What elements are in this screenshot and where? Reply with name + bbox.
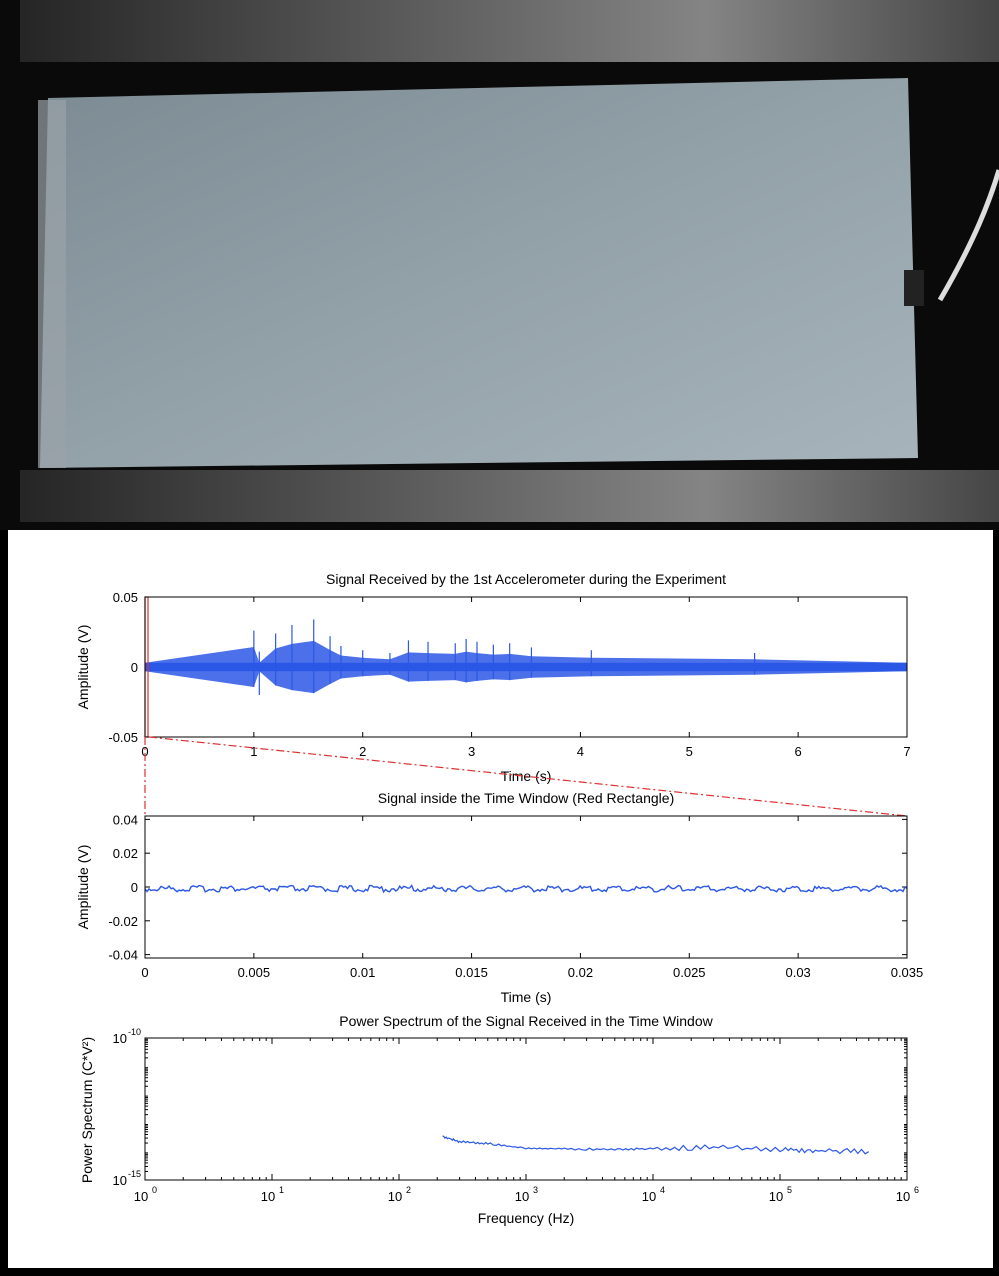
- chart1-xtick-label: 1: [250, 744, 257, 759]
- chart3-xtick-label: 10: [515, 1189, 529, 1204]
- chart1-xtick-label: 7: [903, 744, 910, 759]
- chart2-xlabel: Time (s): [501, 989, 552, 1005]
- chart-power-spectrum: Power Spectrum of the Signal Received in…: [79, 1013, 919, 1226]
- chart1-xtick-label: 4: [577, 744, 584, 759]
- chart3-xtick-exponent: 0: [152, 1185, 157, 1195]
- chart3-xtick-exponent: 5: [787, 1185, 792, 1195]
- sensor: [904, 270, 924, 306]
- chart2-frame: [144, 815, 908, 959]
- plate-photograph: [0, 0, 999, 530]
- top-rail: [20, 0, 999, 62]
- chart3-spectrum-line: [442, 1135, 870, 1155]
- chart3-xtick-label: 10: [642, 1189, 656, 1204]
- chart3-xtick-label: 10: [261, 1189, 275, 1204]
- chart1-ytick-label: -0.05: [108, 730, 138, 745]
- chart2-ytick-label: 0.04: [113, 812, 138, 827]
- chart2-title: Signal inside the Time Window (Red Recta…: [378, 790, 674, 806]
- chart2-ytick-label: 0: [131, 880, 138, 895]
- chart2-ytick-label: 0.02: [113, 846, 138, 861]
- chart3-xtick-exponent: 6: [914, 1185, 919, 1195]
- chart3-xtick-label: 10: [769, 1189, 783, 1204]
- chart-time-window: Signal inside the Time Window (Red Recta…: [75, 790, 923, 1005]
- chart1-xtick-label: 2: [359, 744, 366, 759]
- chart2-xtick-label: 0: [141, 965, 148, 980]
- cable: [937, 169, 999, 302]
- chart1-xtick-label: 6: [795, 744, 802, 759]
- zoom-line-right: [148, 736, 908, 817]
- chart1-xtick-label: 5: [686, 744, 693, 759]
- chart-accelerometer-signal: Signal Received by the 1st Accelerometer…: [75, 571, 911, 784]
- chart2-xtick-label: 0.01: [350, 965, 375, 980]
- chart1-ylabel: Amplitude (V): [75, 625, 91, 710]
- bottom-rail: [20, 470, 999, 522]
- chart3-ytick-exponent: -10: [128, 1027, 141, 1037]
- chart1-signal-envelope: [145, 640, 907, 694]
- plate: [40, 78, 918, 468]
- chart2-xtick-label: 0.005: [238, 965, 271, 980]
- chart2-ytick-label: -0.02: [108, 914, 138, 929]
- chart1-frame: [144, 596, 908, 738]
- signal-figure: Signal Received by the 1st Accelerometer…: [75, 571, 923, 1226]
- chart2-signal-line: [144, 884, 908, 894]
- chart3-xtick-label: 10: [388, 1189, 402, 1204]
- chart3-xtick-exponent: 3: [533, 1185, 538, 1195]
- chart3-xtick-label: 10: [134, 1189, 148, 1204]
- chart3-ylabel: Power Spectrum (C*V²): [79, 1037, 95, 1183]
- chart2-ytick-label: -0.04: [108, 948, 138, 963]
- chart1-title: Signal Received by the 1st Accelerometer…: [326, 571, 726, 587]
- chart3-ytick-exponent: -15: [128, 1169, 141, 1179]
- chart3-ytick-label: 10: [113, 1031, 127, 1046]
- chart1-ytick-label: 0: [131, 660, 138, 675]
- chart3-xtick-label: 10: [896, 1189, 910, 1204]
- zoom-connector: [144, 736, 908, 817]
- chart3-xtick-exponent: 1: [279, 1185, 284, 1195]
- plate-left-edge: [38, 100, 66, 468]
- chart1-ytick-label: 0.05: [113, 590, 138, 605]
- chart3-xtick-exponent: 4: [660, 1185, 665, 1195]
- chart3-title: Power Spectrum of the Signal Received in…: [339, 1013, 713, 1029]
- chart3-frame: [144, 1037, 908, 1181]
- chart3-xtick-exponent: 2: [406, 1185, 411, 1195]
- chart1-xtick-label: 3: [468, 744, 475, 759]
- chart3-xlabel: Frequency (Hz): [478, 1210, 574, 1226]
- chart1-xtick-label: 0: [141, 744, 148, 759]
- chart2-ylabel: Amplitude (V): [75, 845, 91, 930]
- chart2-xtick-label: 0.02: [568, 965, 593, 980]
- chart2-xtick-label: 0.035: [891, 965, 924, 980]
- chart3-ytick-label: 10: [113, 1173, 127, 1188]
- chart2-xtick-label: 0.03: [785, 965, 810, 980]
- chart2-xtick-label: 0.015: [455, 965, 488, 980]
- chart2-xtick-label: 0.025: [673, 965, 706, 980]
